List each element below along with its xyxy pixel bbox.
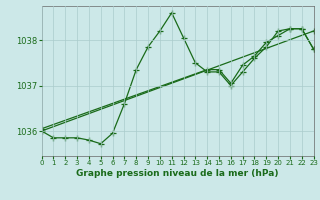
X-axis label: Graphe pression niveau de la mer (hPa): Graphe pression niveau de la mer (hPa) [76,169,279,178]
